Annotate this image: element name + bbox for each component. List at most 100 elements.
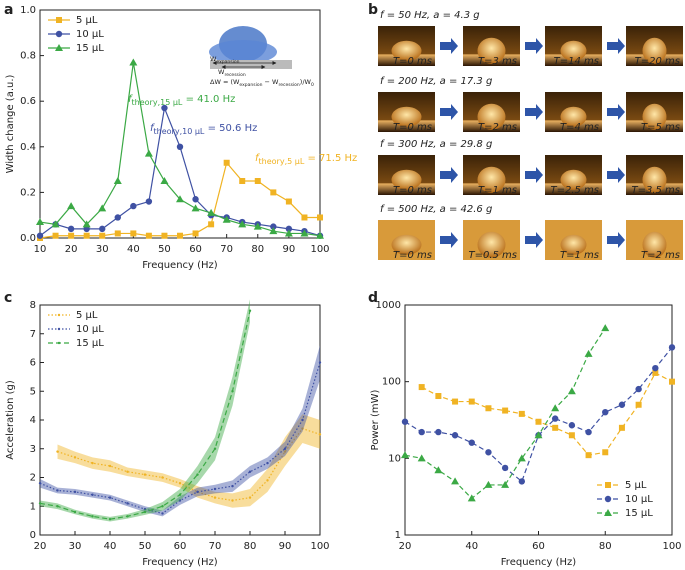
marker — [192, 230, 199, 237]
marker — [318, 433, 322, 436]
legend-label: 15 µL — [76, 43, 104, 54]
marker — [129, 58, 138, 66]
annotation-text: = 41.0 Hz — [182, 94, 235, 105]
droplet — [560, 106, 587, 127]
error-band — [57, 414, 320, 508]
marker — [238, 220, 247, 228]
annotation-symbol: f — [150, 123, 155, 134]
x-tick-label: 10 — [34, 244, 47, 255]
marker — [207, 208, 216, 216]
marker — [196, 490, 199, 494]
marker — [568, 422, 576, 429]
marker — [114, 214, 121, 221]
marker — [270, 189, 277, 196]
marker — [108, 464, 112, 468]
marker — [178, 493, 182, 496]
marker — [283, 447, 287, 450]
marker — [67, 202, 76, 210]
y-tick-label: 7 — [30, 329, 36, 340]
inset-text: ΔW = (W — [210, 78, 240, 86]
marker — [38, 502, 42, 505]
annotation: ftheory,5 µL = 71.5 Hz — [255, 153, 357, 166]
annotation-text: = 71.5 Hz — [304, 153, 357, 164]
marker — [83, 232, 90, 239]
inset-text: )/W — [300, 78, 312, 86]
droplet — [477, 166, 506, 193]
marker — [126, 470, 129, 473]
frame-time: T=2 ms — [641, 250, 680, 261]
frame-time: T=0 ms — [393, 122, 432, 133]
marker — [73, 490, 77, 494]
y-tick-label: 0.0 — [20, 233, 36, 244]
marker — [604, 495, 612, 503]
marker — [161, 104, 168, 112]
marker — [418, 428, 425, 436]
marker — [318, 361, 322, 364]
y-tick-label: 0.8 — [20, 51, 36, 62]
legend-label: 10 µL — [76, 29, 104, 40]
x-tick-label: 100 — [310, 244, 329, 255]
x-tick-label: 90 — [279, 541, 292, 552]
marker — [401, 451, 409, 459]
legend-label: 5 µL — [76, 15, 98, 26]
droplet — [391, 234, 422, 255]
marker — [285, 198, 292, 205]
marker — [317, 214, 323, 221]
y-tick-label: 1 — [30, 501, 36, 512]
marker — [130, 230, 137, 237]
marker — [568, 432, 575, 439]
marker — [55, 30, 63, 38]
legend-label: 5 µL — [76, 310, 98, 321]
marker — [585, 428, 592, 436]
arrow — [525, 38, 543, 54]
frame-time: T=0 ms — [393, 185, 432, 196]
y-axis-label: Width change (a.u.) — [5, 74, 16, 173]
marker — [178, 482, 182, 485]
droplet — [391, 106, 422, 127]
annotation: ftheory,10 µL = 50.6 Hz — [150, 123, 257, 136]
arrow — [607, 38, 625, 54]
marker — [56, 489, 59, 492]
panel-label: a — [4, 2, 13, 18]
x-tick-label: 50 — [139, 541, 152, 552]
inset-text: expansion — [216, 59, 239, 65]
marker — [51, 220, 60, 228]
marker — [618, 401, 626, 408]
y-tick-label: 6 — [30, 358, 36, 369]
marker — [143, 510, 147, 514]
droplet — [477, 103, 506, 130]
marker — [652, 369, 659, 376]
marker — [56, 17, 62, 23]
inset-text: W — [210, 55, 217, 63]
marker — [176, 195, 184, 203]
x-tick-label: 100 — [662, 541, 681, 552]
marker — [213, 487, 217, 491]
marker — [501, 480, 510, 488]
marker — [266, 479, 269, 482]
marker — [161, 512, 164, 515]
marker — [192, 196, 199, 203]
inset-diagram — [209, 26, 292, 69]
marker — [468, 398, 475, 405]
marker — [451, 432, 459, 439]
marker — [434, 466, 443, 474]
y-tick-label: 3 — [30, 444, 36, 455]
marker — [196, 473, 199, 476]
droplet — [642, 103, 667, 130]
x-tick-label: 20 — [399, 541, 412, 552]
marker — [73, 456, 77, 459]
marker — [108, 496, 112, 499]
arrow — [440, 38, 458, 54]
annotation: ftheory,15 µL = 41.0 Hz — [128, 94, 235, 107]
marker — [635, 401, 642, 408]
marker — [468, 439, 475, 446]
x-tick-label: 100 — [310, 541, 329, 552]
marker — [36, 218, 44, 226]
inset-text: W — [218, 68, 225, 76]
marker — [285, 225, 293, 233]
x-tick-label: 40 — [465, 541, 478, 552]
marker — [452, 398, 459, 405]
arrow — [525, 232, 543, 248]
y-tick-label: 0.4 — [20, 142, 36, 153]
marker — [145, 232, 152, 239]
